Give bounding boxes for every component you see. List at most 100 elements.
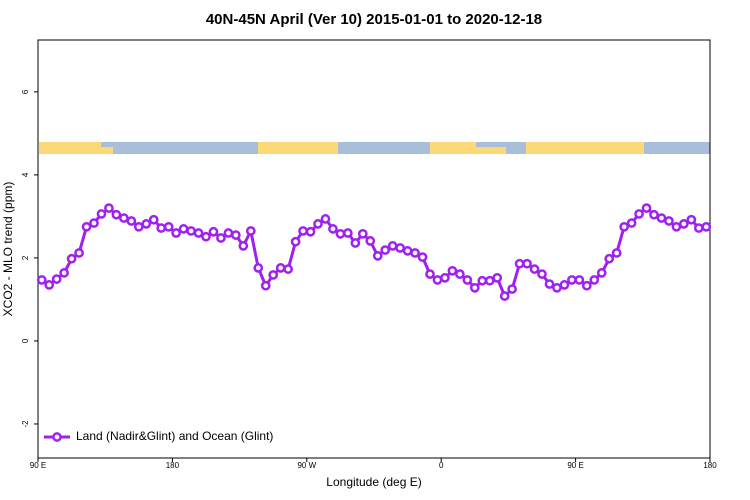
data-point (626, 218, 637, 228)
data-point (104, 203, 114, 213)
data-point (567, 275, 577, 285)
data-point (36, 275, 47, 285)
land-ocean-strip (39, 142, 710, 154)
data-point (634, 209, 644, 219)
data-point (604, 253, 615, 264)
data-point (201, 231, 211, 242)
data-point (126, 216, 137, 226)
data-point (619, 221, 629, 232)
data-point (499, 291, 510, 301)
x-tick-label: 90 W (297, 461, 316, 470)
x-tick-label: 0 (439, 461, 444, 470)
data-point (537, 269, 547, 279)
data-point (432, 275, 443, 285)
data-point (245, 226, 256, 236)
data-point (552, 282, 562, 293)
data-point (171, 228, 181, 238)
data-point (507, 284, 517, 294)
data-point (395, 243, 405, 253)
data-point (611, 248, 622, 258)
x-tick-label: 180 (166, 461, 180, 470)
series-line (40, 206, 707, 299)
data-point (596, 268, 607, 278)
data-point (387, 241, 398, 251)
data-point (402, 246, 413, 256)
data-point (178, 224, 189, 234)
chart-title: 40N-45N April (Ver 10) 2015-01-01 to 202… (206, 11, 542, 28)
data-point (163, 221, 174, 232)
data-point (313, 219, 323, 229)
data-point (581, 280, 592, 291)
data-point (544, 279, 555, 289)
data-point (253, 263, 264, 273)
data-point (186, 226, 196, 236)
data-point (89, 218, 99, 228)
data-point (74, 248, 84, 258)
legend-label: Land (Nadir&Glint) and Ocean (Glint) (76, 429, 273, 443)
data-point (686, 214, 697, 225)
data-point (320, 214, 331, 224)
data-point (664, 216, 674, 226)
y-tick-label: 0 (21, 338, 30, 343)
data-point (223, 228, 234, 238)
data-point (417, 252, 428, 262)
data-point (514, 258, 525, 269)
y-tick-label: -2 (21, 420, 30, 428)
data-point (156, 223, 167, 233)
data-point (208, 226, 219, 237)
data-point (283, 264, 293, 274)
data-point (148, 214, 159, 225)
data-point (328, 224, 338, 234)
data-point (298, 226, 308, 236)
data-point (469, 282, 480, 293)
data-point (357, 228, 368, 239)
data-point (425, 269, 435, 279)
data-point (559, 280, 570, 290)
data-point (477, 275, 488, 286)
data-point (529, 264, 540, 274)
data-point (81, 221, 92, 232)
data-point (589, 275, 600, 285)
data-point (410, 248, 420, 258)
data-point (96, 209, 107, 219)
data-point (693, 223, 704, 233)
y-tick-label: 6 (21, 89, 30, 94)
x-tick-label: 90 E (30, 461, 46, 470)
data-point (365, 236, 376, 246)
data-point (701, 221, 712, 232)
data-point (350, 238, 361, 248)
data-point (193, 228, 204, 238)
data-point (649, 209, 659, 220)
data-point (492, 272, 503, 283)
data-point (275, 263, 286, 273)
data-point (343, 228, 353, 238)
x-tick-label: 90 E (567, 461, 583, 470)
data-point (679, 219, 689, 229)
data-point (484, 275, 495, 286)
data-point (268, 270, 279, 280)
data-point (133, 221, 144, 232)
x-axis-label: Longitude (deg E) (326, 475, 421, 489)
data-point (641, 203, 652, 213)
x-tick-label: 180 (703, 461, 717, 470)
data-point (372, 250, 383, 261)
data-point (671, 221, 682, 232)
data-point (231, 230, 241, 240)
data-point (455, 269, 465, 279)
data-point (51, 274, 62, 284)
data-point (66, 253, 77, 264)
plot-frame (37, 39, 711, 459)
y-tick-label: 2 (21, 255, 30, 260)
data-point (290, 236, 301, 247)
data-point (522, 258, 532, 269)
data-point (44, 280, 55, 290)
data-point (111, 209, 122, 220)
data-point (305, 226, 316, 237)
data-point (574, 275, 585, 285)
data-point (59, 268, 69, 278)
data-point (260, 280, 271, 291)
data-point (380, 245, 391, 255)
data-point (119, 213, 129, 223)
data-point (440, 272, 450, 283)
